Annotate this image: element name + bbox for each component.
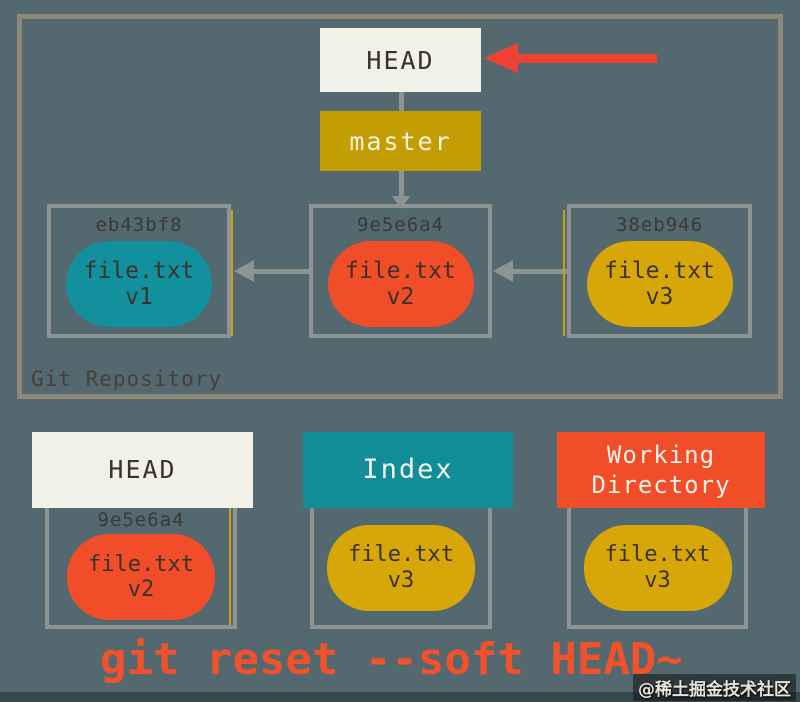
index-area-title: Index (362, 454, 454, 486)
file-version: v1 (125, 284, 153, 310)
accent-line (229, 508, 231, 628)
head-pointer-arrow-icon (484, 42, 658, 74)
working-directory-area-title: Working Directory (591, 441, 731, 499)
commit-hash: 9e5e6a4 (97, 509, 185, 531)
connector-commit3-to-commit2 (512, 269, 569, 274)
file-name: file.txt (88, 551, 194, 577)
head-area-header: HEAD (32, 432, 253, 508)
working-directory-area-box: file.txt v3 (567, 503, 748, 629)
working-directory-area-header: Working Directory (557, 432, 765, 508)
git-repository-label: Git Repository (31, 367, 223, 391)
commit-hash: eb43bf8 (95, 214, 183, 236)
file-blob-v3: file.txt v3 (327, 524, 475, 611)
file-blob-v3: file.txt v3 (583, 524, 732, 611)
connector-master-to-commit (399, 170, 404, 198)
file-blob-v2: file.txt v2 (327, 241, 474, 327)
git-command-caption: git reset --soft HEAD~ (100, 634, 683, 685)
accent-line (231, 210, 233, 336)
index-area-box: file.txt v3 (310, 503, 492, 629)
file-version: v3 (387, 567, 415, 593)
bottom-shade-strip (0, 692, 800, 702)
master-branch-label: master (349, 126, 452, 156)
commit-hash: 9e5e6a4 (356, 214, 445, 236)
accent-line (563, 210, 565, 336)
commit-box-3: 38eb946 file.txt v3 (567, 204, 752, 338)
arrow-shaft (516, 54, 657, 63)
head-area-title: HEAD (108, 455, 177, 485)
watermark-label: @稀土掘金技术社区 (633, 674, 796, 701)
git-repository-box: Git Repository (17, 14, 783, 399)
commit-hash: 38eb946 (615, 214, 704, 236)
file-name: file.txt (604, 542, 711, 568)
head-ref-label: HEAD (366, 45, 435, 75)
arrowhead-left-icon (234, 260, 254, 282)
connector-commit2-to-commit1 (253, 269, 311, 274)
master-branch-box: master (320, 111, 481, 171)
file-version: v2 (386, 284, 415, 310)
arrowhead-left-icon (493, 260, 513, 282)
file-version: v3 (644, 567, 671, 593)
file-blob-v1: file.txt v1 (66, 241, 212, 327)
index-area-header: Index (303, 432, 513, 508)
commit-box-1: eb43bf8 file.txt v1 (47, 204, 231, 338)
head-ref-box: HEAD (320, 28, 481, 92)
file-name: file.txt (348, 542, 454, 568)
file-version: v2 (127, 577, 155, 602)
file-name: file.txt (604, 257, 715, 284)
connector-head-to-master (399, 90, 404, 113)
file-blob-v2: file.txt v2 (67, 534, 215, 620)
file-blob-v3: file.txt v3 (586, 241, 733, 327)
commit-box-2: 9e5e6a4 file.txt v2 (309, 204, 492, 338)
file-version: v3 (645, 284, 674, 310)
head-area-box: 9e5e6a4 file.txt v2 (45, 503, 237, 629)
file-name: file.txt (83, 257, 195, 284)
arrowhead-left-icon (484, 43, 518, 73)
file-name: file.txt (345, 257, 456, 284)
